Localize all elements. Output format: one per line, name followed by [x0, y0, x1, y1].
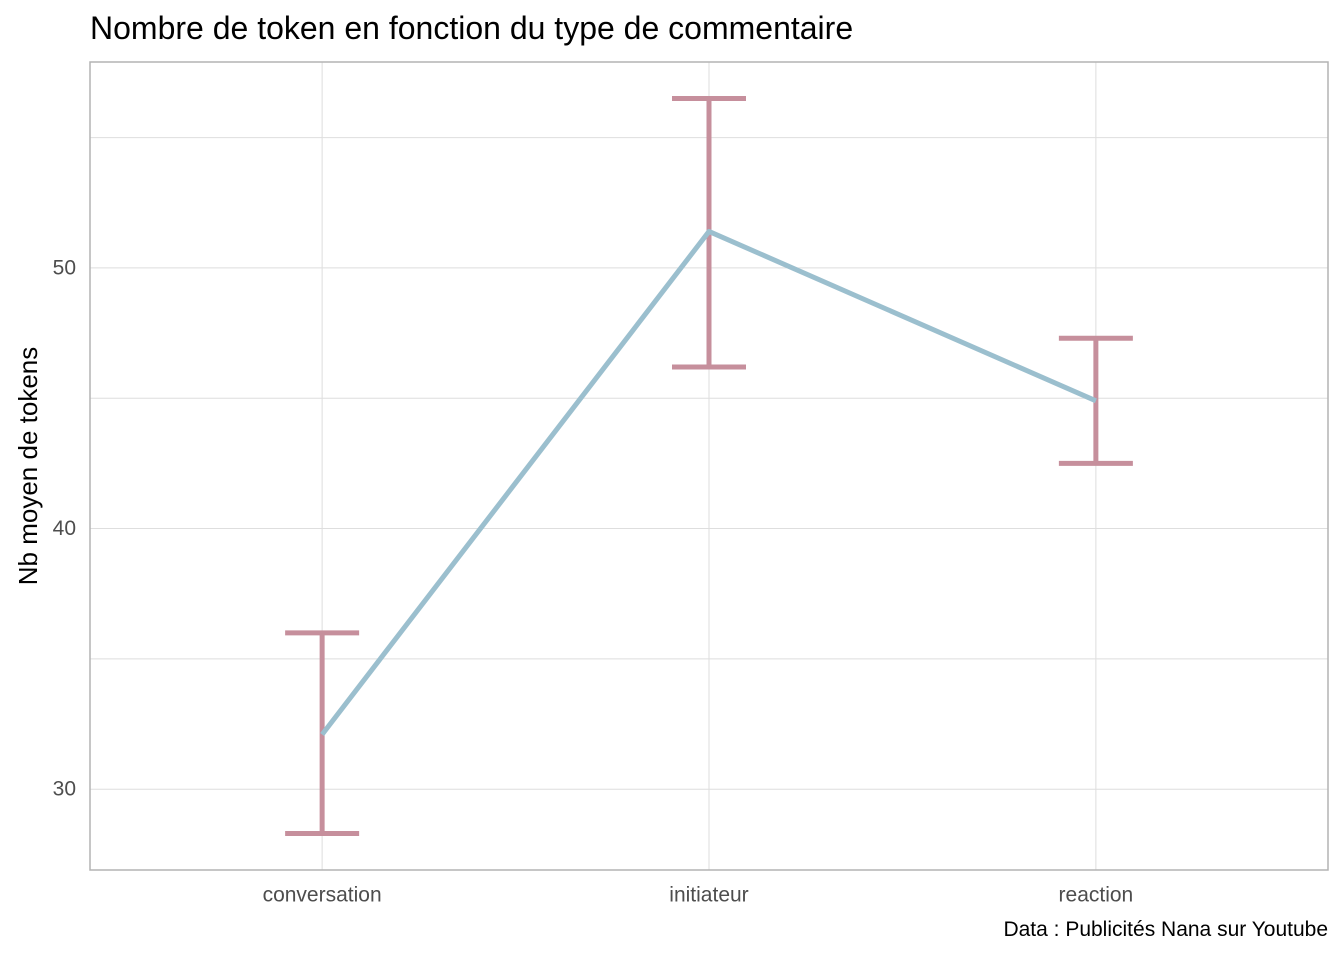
series-line	[320, 228, 1097, 736]
chart-title: Nombre de token en fonction du type de c…	[90, 10, 854, 46]
y-tick-label: 50	[53, 256, 76, 279]
chart-caption: Data : Publicités Nana sur Youtube	[1003, 918, 1328, 941]
line-layer	[320, 228, 1097, 736]
x-tick-label: initiateur	[669, 884, 748, 907]
y-axis-title: Nb moyen de tokens	[13, 347, 43, 585]
panel-border	[89, 61, 1329, 871]
y-tick-label: 40	[53, 517, 76, 540]
y-tick-label: 30	[53, 778, 76, 801]
x-tick-label: conversation	[263, 884, 382, 907]
x-tick-label: reaction	[1059, 884, 1134, 907]
axis-layer: 30 40 50 conversation initiateur reaction Nb m…	[13, 256, 1133, 906]
